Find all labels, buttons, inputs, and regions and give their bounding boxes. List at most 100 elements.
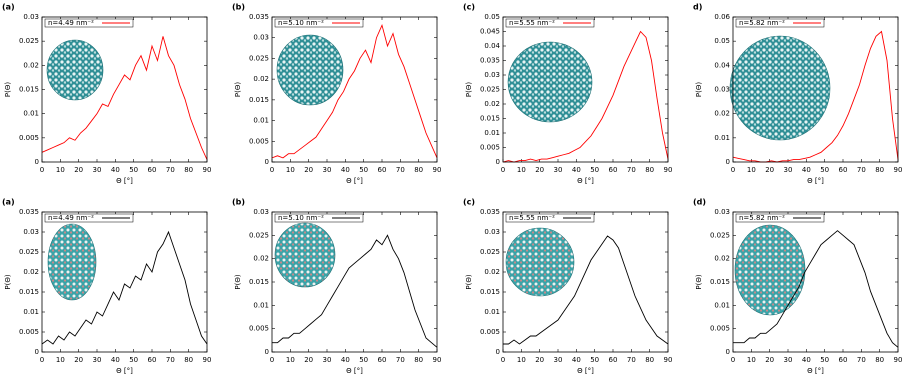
y-tick-label: 0.005 [19, 328, 39, 336]
y-tick-label: 0.015 [19, 86, 39, 94]
x-axis-label: Θ [°] [346, 367, 363, 375]
x-tick-label: 70 [627, 166, 636, 174]
legend-label: n=4.49 nm⁻² [48, 19, 94, 27]
chart-panel: d) 0 0.01 0.02 0.03 0.04 0.05 0.06 0 10 20 30 40 50 60… [693, 3, 902, 186]
y-tick-label: 0.035 [19, 208, 39, 216]
y-tick-label: 0.06 [714, 13, 730, 21]
x-tick-label: 60 [148, 356, 157, 364]
y-tick-label: 0.015 [19, 288, 39, 296]
y-tick-label: 0.05 [484, 13, 500, 21]
y-tick-label: 0.035 [480, 208, 500, 216]
x-tick-label: 10 [286, 356, 295, 364]
x-tick-label: 10 [747, 166, 756, 174]
x-tick-label: 20 [304, 166, 313, 174]
plot-frame [502, 211, 669, 353]
x-tick-label: 70 [627, 356, 636, 364]
x-tick-label: 30 [93, 166, 102, 174]
x-tick-label: 20 [765, 166, 774, 174]
x-tick-label: 0 [40, 166, 44, 174]
x-tick-label: 60 [378, 166, 387, 174]
x-tick-label: 60 [609, 356, 618, 364]
y-axis-label: P(Θ) [465, 82, 473, 97]
y-tick-label: 0.005 [480, 328, 500, 336]
x-tick-label: 40 [572, 356, 581, 364]
y-tick-label: 0.015 [249, 96, 269, 104]
data-line [41, 230, 208, 345]
x-tick-label: 90 [203, 356, 212, 364]
x-tick-label: 90 [664, 356, 673, 364]
x-tick-label: 90 [664, 166, 673, 174]
y-tick-label: 0.025 [19, 248, 39, 256]
y-axis-label: P(Θ) [234, 274, 242, 289]
y-tick-label: 0.025 [480, 248, 500, 256]
panel-label: (c) [463, 198, 475, 207]
x-tick-label: 60 [378, 356, 387, 364]
y-tick-label: 0.02 [253, 75, 269, 83]
y-tick-label: 0.03 [714, 86, 730, 94]
legend-label: n=5.55 nm⁻² [509, 214, 555, 222]
panel-label: (d) [693, 198, 706, 207]
x-tick-label: 80 [645, 356, 654, 364]
x-tick-label: 50 [820, 356, 829, 364]
y-tick-label: 0.025 [249, 231, 269, 239]
plot-frame [271, 16, 438, 163]
inset-image [46, 39, 104, 101]
legend-box [505, 18, 595, 28]
y-tick-label: 0.02 [484, 268, 500, 276]
panel-label: (c) [463, 3, 475, 12]
x-tick-label: 70 [166, 356, 175, 364]
y-tick-label: 0.02 [714, 255, 730, 263]
legend-label: n=4.49 nm⁻² [48, 214, 94, 222]
y-tick-label: 0.025 [480, 86, 500, 94]
x-axis-label: Θ [°] [807, 177, 824, 185]
y-tick-label: 0.01 [23, 308, 39, 316]
x-tick-label: 50 [590, 356, 599, 364]
x-tick-label: 50 [820, 166, 829, 174]
y-tick-label: 0.04 [714, 61, 730, 69]
y-axis-label: P(Θ) [234, 82, 242, 97]
legend-box [44, 18, 134, 28]
x-tick-label: 70 [857, 356, 866, 364]
x-tick-label: 20 [765, 356, 774, 364]
data-line [733, 230, 899, 348]
x-tick-label: 20 [74, 166, 83, 174]
inset-image [276, 34, 344, 106]
y-tick-label: 0.01 [714, 301, 730, 309]
chart-panel: (a) 0 0.005 0.01 0.015 0.02 0.025 0.03 0.035 0 10 2… [2, 198, 211, 376]
y-tick-label: 0.05 [714, 37, 730, 45]
y-tick-label: 0.005 [480, 144, 500, 152]
x-tick-label: 50 [590, 166, 599, 174]
x-tick-label: 90 [433, 356, 442, 364]
inset-image [505, 227, 575, 297]
x-tick-label: 30 [554, 166, 563, 174]
x-tick-label: 50 [359, 356, 368, 364]
legend-label: n=5.10 nm⁻² [278, 19, 324, 27]
x-tick-label: 80 [184, 356, 193, 364]
y-axis-label: P(Θ) [695, 274, 703, 289]
x-tick-label: 40 [111, 356, 120, 364]
x-axis-label: Θ [°] [346, 177, 363, 185]
x-tick-label: 40 [341, 166, 350, 174]
x-tick-label: 0 [731, 356, 735, 364]
y-tick-label: 0.03 [253, 208, 269, 216]
x-axis-label: Θ [°] [577, 177, 594, 185]
chart-panel: (b) 0 0.005 0.01 0.015 0.02 0.025 0.03 0 10 20 30 40… [232, 198, 441, 376]
x-tick-label: 90 [894, 356, 903, 364]
y-tick-label: 0.005 [710, 325, 730, 333]
y-tick-label: 0.005 [249, 325, 269, 333]
x-tick-label: 10 [517, 356, 526, 364]
legend-label: n=5.10 nm⁻² [278, 214, 324, 222]
y-tick-label: 0 [265, 158, 269, 166]
y-tick-label: 0.01 [484, 129, 500, 137]
x-axis-label: Θ [°] [116, 367, 133, 375]
x-tick-label: 30 [554, 356, 563, 364]
x-tick-label: 30 [323, 356, 332, 364]
data-line [503, 235, 669, 345]
x-tick-label: 60 [609, 166, 618, 174]
y-tick-label: 0.02 [484, 100, 500, 108]
legend-box [505, 213, 595, 223]
x-tick-label: 80 [875, 166, 884, 174]
chart-panel: (a) 0 0.005 0.01 0.015 0.02 0.025 0.03 0 10 20 30 40… [2, 3, 211, 186]
x-tick-label: 40 [111, 166, 120, 174]
